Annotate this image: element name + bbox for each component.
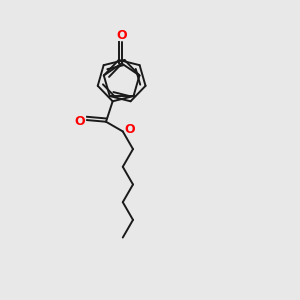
Text: O: O	[75, 115, 86, 128]
Text: O: O	[124, 123, 135, 136]
Text: O: O	[116, 29, 127, 42]
